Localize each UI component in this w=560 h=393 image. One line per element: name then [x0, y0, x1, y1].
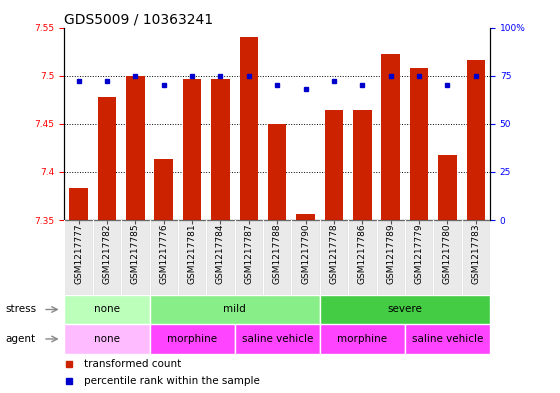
Bar — [325, 110, 343, 220]
Bar — [320, 220, 348, 295]
Text: morphine: morphine — [337, 334, 388, 344]
Bar — [235, 220, 263, 295]
Bar — [64, 295, 150, 324]
Bar — [150, 295, 320, 324]
Text: GSM1217778: GSM1217778 — [329, 224, 338, 285]
Bar — [126, 75, 144, 220]
Text: GSM1217777: GSM1217777 — [74, 224, 83, 285]
Bar — [405, 324, 490, 354]
Text: GSM1217776: GSM1217776 — [159, 224, 168, 285]
Bar — [410, 68, 428, 220]
Bar — [69, 188, 88, 220]
Bar — [240, 37, 258, 220]
Bar — [211, 79, 230, 220]
Text: morphine: morphine — [167, 334, 217, 344]
Text: GSM1217779: GSM1217779 — [414, 224, 423, 285]
Bar — [263, 220, 291, 295]
Text: GSM1217784: GSM1217784 — [216, 224, 225, 284]
Text: GSM1217786: GSM1217786 — [358, 224, 367, 285]
Bar — [150, 324, 235, 354]
Bar — [155, 160, 173, 220]
Bar — [178, 220, 206, 295]
Text: severe: severe — [388, 305, 422, 314]
Text: GSM1217790: GSM1217790 — [301, 224, 310, 285]
Text: GSM1217788: GSM1217788 — [273, 224, 282, 285]
Bar — [320, 295, 490, 324]
Bar — [296, 214, 315, 220]
Text: saline vehicle: saline vehicle — [241, 334, 313, 344]
Text: GSM1217780: GSM1217780 — [443, 224, 452, 285]
Bar — [291, 220, 320, 295]
Text: GSM1217785: GSM1217785 — [131, 224, 140, 285]
Bar — [438, 154, 456, 220]
Text: stress: stress — [6, 305, 37, 314]
Text: agent: agent — [6, 334, 36, 344]
Text: GDS5009 / 10363241: GDS5009 / 10363241 — [64, 12, 213, 26]
Text: GSM1217782: GSM1217782 — [102, 224, 111, 284]
Text: GSM1217789: GSM1217789 — [386, 224, 395, 285]
Text: GSM1217787: GSM1217787 — [244, 224, 253, 285]
Text: percentile rank within the sample: percentile rank within the sample — [83, 376, 259, 386]
Bar — [348, 220, 376, 295]
Bar — [353, 110, 371, 220]
Bar — [405, 220, 433, 295]
Bar — [268, 124, 286, 220]
Bar — [433, 220, 461, 295]
Bar — [461, 220, 490, 295]
Text: transformed count: transformed count — [83, 358, 181, 369]
Text: none: none — [94, 305, 120, 314]
Bar — [183, 79, 201, 220]
Bar — [121, 220, 150, 295]
Bar — [235, 324, 320, 354]
Bar — [64, 220, 93, 295]
Bar — [150, 220, 178, 295]
Text: GSM1217781: GSM1217781 — [188, 224, 197, 285]
Text: GSM1217783: GSM1217783 — [472, 224, 480, 285]
Text: none: none — [94, 334, 120, 344]
Bar — [98, 97, 116, 220]
Text: mild: mild — [223, 305, 246, 314]
Bar — [466, 60, 485, 220]
Bar — [206, 220, 235, 295]
Bar — [64, 324, 150, 354]
Text: saline vehicle: saline vehicle — [412, 334, 483, 344]
Bar — [93, 220, 121, 295]
Bar — [320, 324, 405, 354]
Bar — [376, 220, 405, 295]
Bar — [381, 53, 400, 220]
